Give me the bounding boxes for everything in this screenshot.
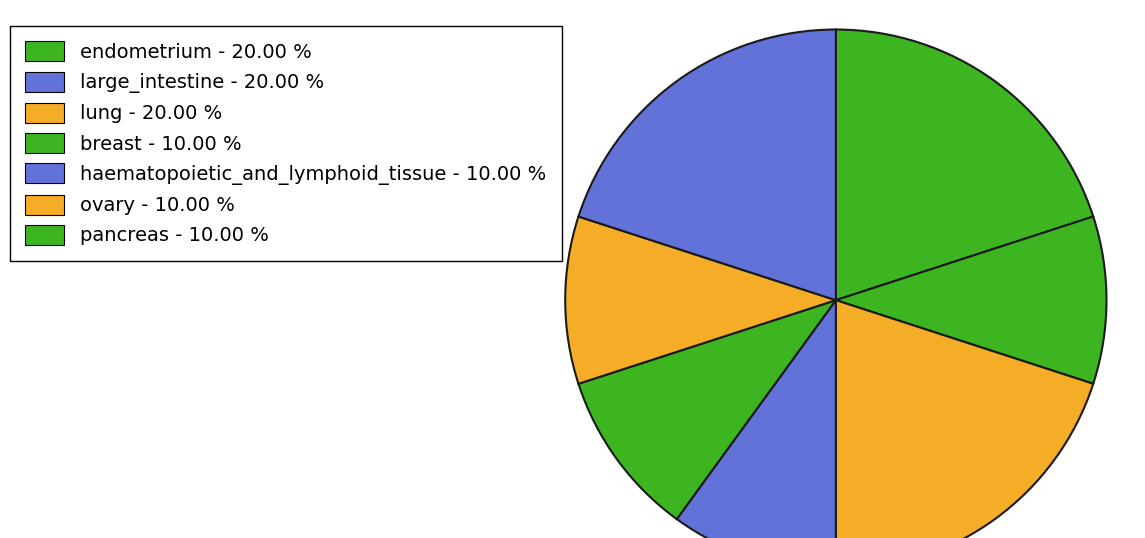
Wedge shape	[836, 300, 1093, 538]
Wedge shape	[578, 300, 836, 519]
Wedge shape	[566, 216, 836, 384]
Wedge shape	[836, 216, 1106, 384]
Wedge shape	[677, 300, 836, 538]
Legend: endometrium - 20.00 %, large_intestine - 20.00 %, lung - 20.00 %, breast - 10.00: endometrium - 20.00 %, large_intestine -…	[9, 26, 561, 261]
Wedge shape	[578, 30, 836, 300]
Wedge shape	[836, 30, 1093, 300]
